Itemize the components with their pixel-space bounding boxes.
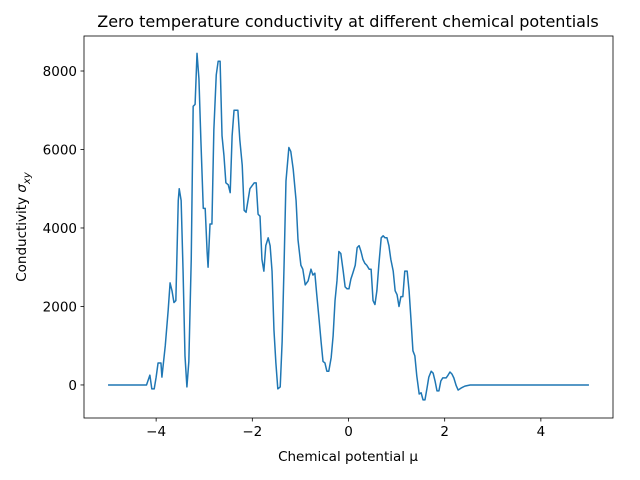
chart-title: Zero temperature conductivity at differe… xyxy=(97,12,599,31)
y-tick-label: 8000 xyxy=(43,64,77,80)
x-tick-label: −4 xyxy=(146,424,166,440)
x-tick-label: −2 xyxy=(242,424,262,440)
axes-frame xyxy=(83,35,614,419)
x-tick-label: 2 xyxy=(440,424,449,440)
y-axis-label-symbol: σ xyxy=(14,184,30,193)
y-axis-label-text: Conductivity xyxy=(14,197,30,282)
y-tick-label: 2000 xyxy=(43,299,77,315)
x-tick-label: 0 xyxy=(344,424,353,440)
y-tick-label: 4000 xyxy=(43,221,77,237)
data-line xyxy=(108,52,589,401)
y-axis-label: Conductivity σxy xyxy=(14,171,33,282)
y-axis-label-subscript: xy xyxy=(22,171,33,185)
x-tick-label: 4 xyxy=(537,424,546,440)
y-tick-label: 0 xyxy=(68,378,77,394)
x-axis-label: Chemical potential μ xyxy=(278,449,418,465)
y-tick-label: 6000 xyxy=(43,142,77,158)
